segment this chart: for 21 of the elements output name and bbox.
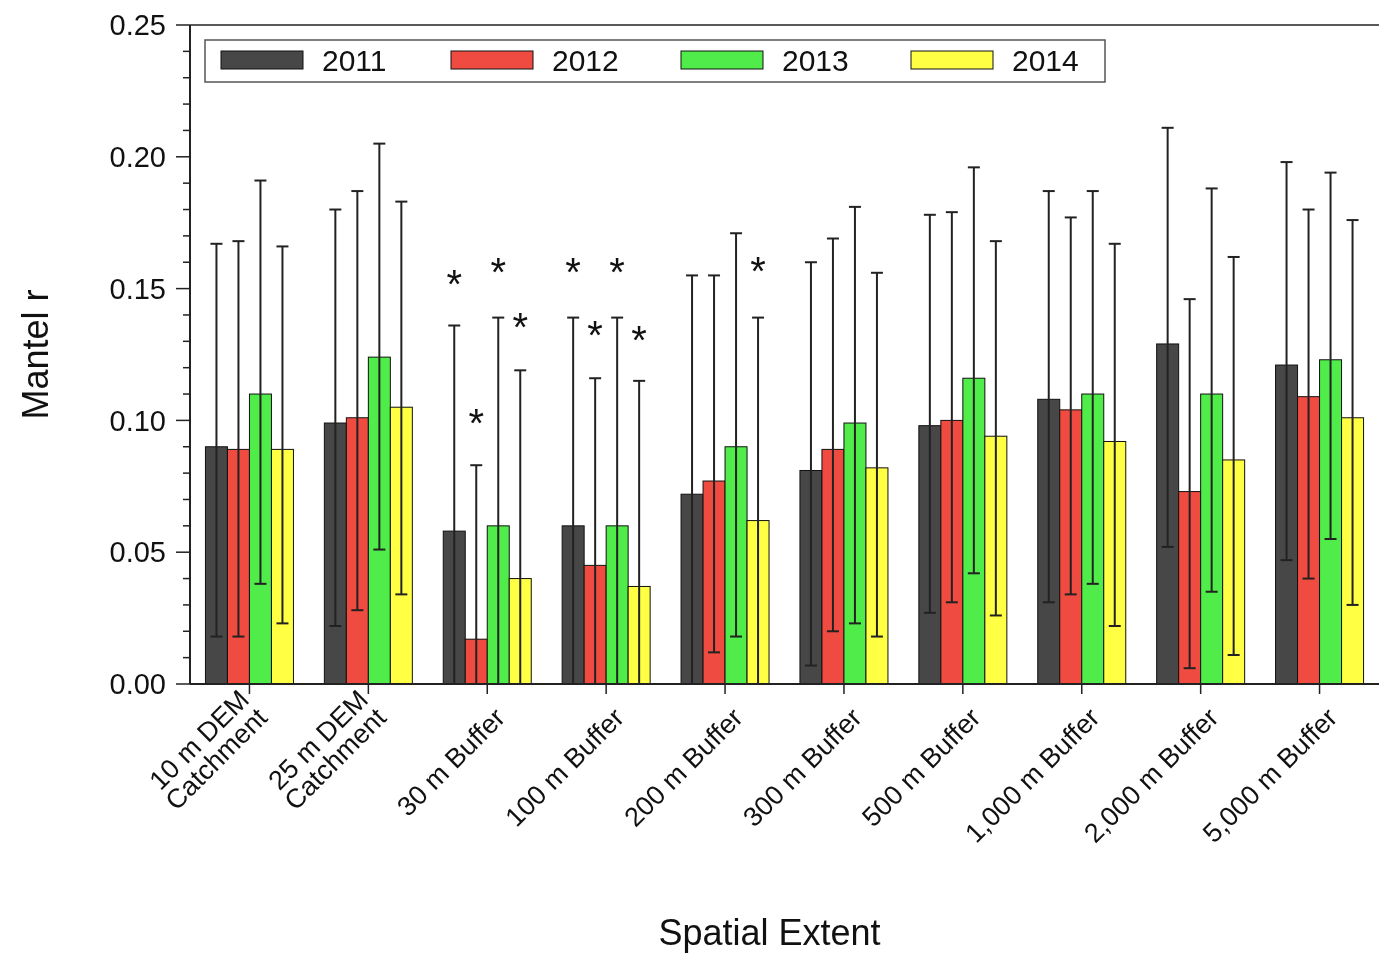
y-tick-label: 0.05 [109,536,166,569]
y-axis-title: Mantel r [15,289,56,420]
y-tick-label: 0.10 [109,404,166,437]
annotation: * [490,250,507,294]
annotation: * [565,250,581,294]
y-tick-label: 0.20 [109,140,166,173]
annotation: * [446,262,463,306]
y-tick-label: 0.00 [109,668,166,701]
legend-label: 2013 [782,43,849,77]
x-axis-title: Spatial Extent [658,912,881,953]
legend-label: 2012 [552,43,619,77]
y-tick-label: 0.25 [109,9,166,42]
legend-label: 2011 [322,43,387,77]
y-tick-label: 0.15 [109,272,166,305]
annotation: * [609,250,625,294]
annotation: * [468,401,485,445]
annotation: * [587,313,603,357]
legend-label: 2014 [1012,43,1079,77]
annotation: * [512,305,529,349]
annotation: * [631,318,647,362]
annotation: * [750,249,766,293]
